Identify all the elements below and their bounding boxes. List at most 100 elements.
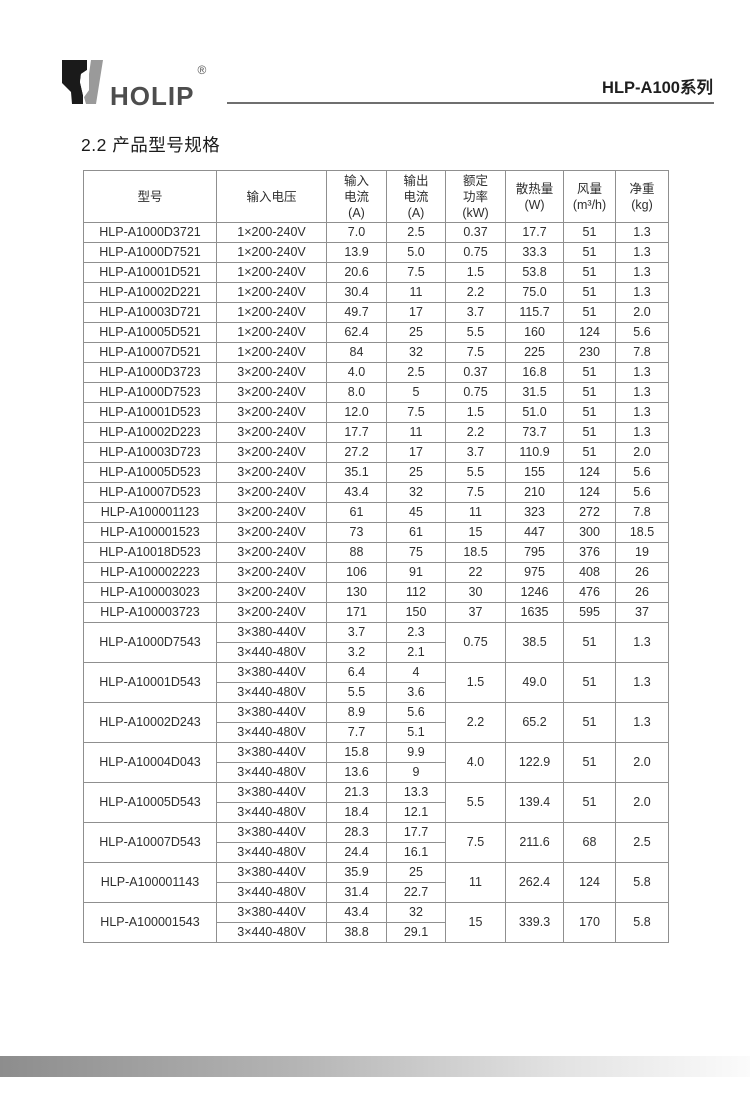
airflow-cell: 68 <box>563 822 616 863</box>
power-cell: 11 <box>445 862 506 903</box>
column-header-voltage: 输入电压 <box>216 170 327 223</box>
weight-cell: 1.3 <box>615 662 669 703</box>
weight-cell: 5.6 <box>615 462 669 483</box>
power-cell: 11 <box>445 502 506 523</box>
output-current-cell: 2.5 <box>386 362 446 383</box>
heat-cell: 38.5 <box>505 622 564 663</box>
weight-cell: 37 <box>615 602 669 623</box>
output-current-cell: 22.7 <box>386 882 446 903</box>
power-cell: 5.5 <box>445 462 506 483</box>
column-header-input_current: 输入 电流 (A) <box>326 170 387 223</box>
column-header-power: 额定 功率 (kW) <box>445 170 506 223</box>
model-cell: HLP-A100001143 <box>83 862 217 903</box>
footer-gradient-bar <box>0 1056 750 1077</box>
voltage-cell: 3×200-240V <box>216 542 327 563</box>
airflow-cell: 51 <box>563 262 616 283</box>
heat-cell: 139.4 <box>505 782 564 823</box>
column-header-weight: 净重 (kg) <box>615 170 669 223</box>
output-current-cell: 17.7 <box>386 822 446 843</box>
section-title: 2.2 产品型号规格 <box>81 135 221 155</box>
output-current-cell: 7.5 <box>386 262 446 283</box>
power-cell: 15 <box>445 902 506 943</box>
voltage-cell: 3×200-240V <box>216 402 327 423</box>
table-row: HLP-A10005D543 3×380-440V 21.3 13.3 5.5 139.4… <box>83 782 669 823</box>
input-current-cell: 30.4 <box>326 282 387 303</box>
output-current-cell: 25 <box>386 862 446 883</box>
voltage-cell: 3×200-240V <box>216 362 327 383</box>
output-current-cell: 17 <box>386 442 446 463</box>
airflow-cell: 51 <box>563 422 616 443</box>
input-current-cell: 3.7 <box>326 622 387 643</box>
model-cell: HLP-A10003D723 <box>83 442 217 463</box>
table-row: 3×440-480V 18.4 12.1 <box>84 802 669 823</box>
table-row: 3×440-480V 5.5 3.6 <box>84 682 669 703</box>
weight-cell: 1.3 <box>615 242 669 263</box>
model-cell: HLP-A10007D543 <box>83 822 217 863</box>
input-current-cell: 13.6 <box>326 762 387 783</box>
airflow-cell: 51 <box>563 302 616 323</box>
input-current-cell: 7.7 <box>326 722 387 743</box>
heat-cell: 31.5 <box>505 382 564 403</box>
input-current-cell: 7.0 <box>326 222 387 243</box>
model-cell: HLP-A1000D7543 <box>83 622 217 663</box>
airflow-cell: 51 <box>563 222 616 243</box>
output-current-cell: 2.3 <box>386 622 446 643</box>
output-current-cell: 5.0 <box>386 242 446 263</box>
power-cell: 0.75 <box>445 242 506 263</box>
brand-name: HOLIP <box>110 81 195 111</box>
airflow-cell: 230 <box>563 342 616 363</box>
input-current-cell: 8.0 <box>326 382 387 403</box>
power-cell: 7.5 <box>445 822 506 863</box>
output-current-cell: 32 <box>386 482 446 503</box>
input-current-cell: 106 <box>326 562 387 583</box>
airflow-cell: 272 <box>563 502 616 523</box>
weight-cell: 1.3 <box>615 222 669 243</box>
weight-cell: 19 <box>615 542 669 563</box>
input-current-cell: 88 <box>326 542 387 563</box>
brand-logo: HOLIP ® <box>60 57 206 111</box>
table-row: HLP-A1000D3721 1×200-240V 7.0 2.5 0.37 17.7 51… <box>83 222 669 243</box>
model-cell: HLP-A10005D543 <box>83 782 217 823</box>
table-row: HLP-A10007D521 1×200-240V 84 32 7.5 225 230 7.8 <box>83 342 669 363</box>
table-row: 3×440-480V 38.8 29.1 <box>84 922 669 943</box>
input-current-cell: 8.9 <box>326 702 387 723</box>
voltage-cell: 3×200-240V <box>216 502 327 523</box>
voltage-cell: 3×380-440V <box>216 902 327 923</box>
voltage-cell: 1×200-240V <box>216 222 327 243</box>
heat-cell: 110.9 <box>505 442 564 463</box>
header-rule <box>227 102 714 104</box>
table-row: HLP-A10003D721 1×200-240V 49.7 17 3.7 115.7 51… <box>83 302 669 323</box>
model-cell: HLP-A10007D523 <box>83 482 217 503</box>
column-header-airflow: 风量 (m³/h) <box>563 170 616 223</box>
voltage-cell: 3×200-240V <box>216 582 327 603</box>
airflow-cell: 51 <box>563 282 616 303</box>
voltage-cell: 3×440-480V <box>216 762 327 783</box>
voltage-cell: 1×200-240V <box>216 262 327 283</box>
model-cell: HLP-A100003723 <box>83 602 217 623</box>
input-current-cell: 130 <box>326 582 387 603</box>
weight-cell: 1.3 <box>615 382 669 403</box>
weight-cell: 26 <box>615 582 669 603</box>
power-cell: 1.5 <box>445 262 506 283</box>
input-current-cell: 17.7 <box>326 422 387 443</box>
table-row: 3×440-480V 3.2 2.1 <box>84 642 669 663</box>
weight-cell: 2.5 <box>615 822 669 863</box>
heat-cell: 323 <box>505 502 564 523</box>
power-cell: 5.5 <box>445 322 506 343</box>
airflow-cell: 124 <box>563 482 616 503</box>
output-current-cell: 112 <box>386 582 446 603</box>
output-current-cell: 32 <box>386 902 446 923</box>
heat-cell: 73.7 <box>505 422 564 443</box>
voltage-cell: 3×200-240V <box>216 522 327 543</box>
voltage-cell: 3×380-440V <box>216 742 327 763</box>
power-cell: 2.2 <box>445 422 506 443</box>
power-cell: 1.5 <box>445 402 506 423</box>
airflow-cell: 51 <box>563 382 616 403</box>
heat-cell: 1635 <box>505 602 564 623</box>
table-row: HLP-A10002D223 3×200-240V 17.7 11 2.2 73.7 51 1… <box>83 422 669 443</box>
weight-cell: 5.8 <box>615 862 669 903</box>
weight-cell: 1.3 <box>615 262 669 283</box>
model-cell: HLP-A10007D521 <box>83 342 217 363</box>
input-current-cell: 18.4 <box>326 802 387 823</box>
voltage-cell: 1×200-240V <box>216 302 327 323</box>
